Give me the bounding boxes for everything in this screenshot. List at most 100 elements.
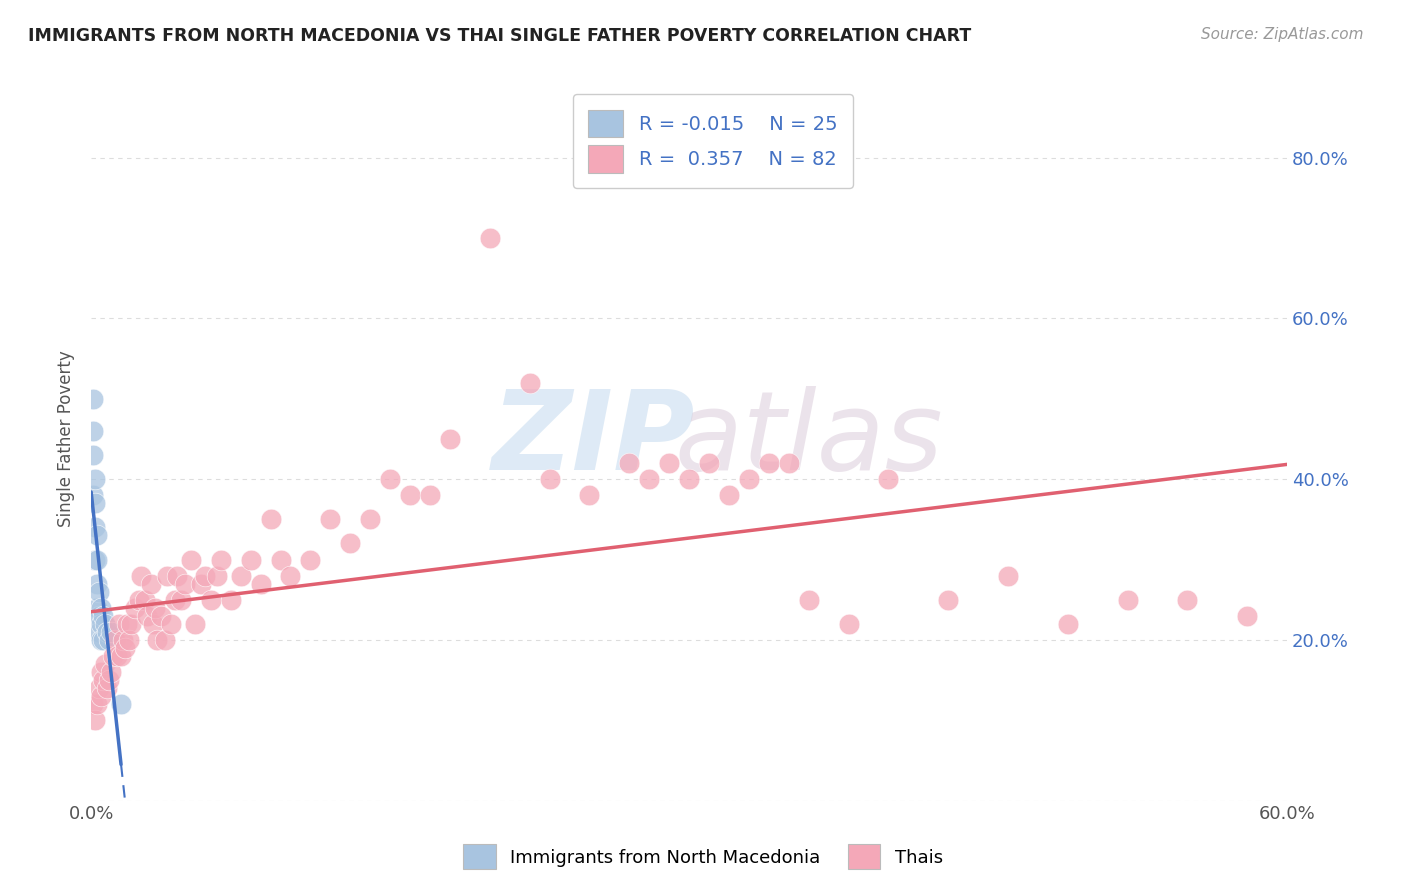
Point [91, 608, 114, 623]
Point [229, 568, 252, 582]
Text: atlas: atlas [675, 385, 943, 492]
Point [239, 552, 262, 566]
Point [194, 568, 217, 582]
Point [1236, 608, 1258, 623]
Point [778, 456, 800, 470]
Point [259, 512, 281, 526]
Point [280, 568, 302, 582]
Point [205, 568, 228, 582]
Point [110, 697, 132, 711]
Point [156, 568, 179, 582]
Point [163, 592, 186, 607]
Point [173, 576, 195, 591]
Point [86, 576, 108, 591]
Point [578, 488, 600, 502]
Point [91, 632, 114, 647]
Point [128, 592, 150, 607]
Legend: Immigrants from North Macedonia, Thais: Immigrants from North Macedonia, Thais [454, 835, 952, 879]
Point [86, 552, 108, 566]
Point [519, 376, 541, 390]
Point [399, 488, 422, 502]
Point [86, 528, 108, 542]
Point [166, 568, 188, 582]
Point [170, 592, 193, 607]
Point [678, 472, 700, 486]
Point [1177, 592, 1199, 607]
Point [104, 632, 127, 647]
Point [219, 592, 242, 607]
Point [90, 616, 112, 631]
Point [1056, 616, 1078, 631]
Point [209, 552, 232, 566]
Point [359, 512, 381, 526]
Point [124, 600, 146, 615]
Point [101, 648, 124, 663]
Point [997, 568, 1019, 582]
Point [94, 657, 117, 671]
Point [90, 665, 112, 679]
Point [82, 424, 104, 438]
Point [136, 608, 159, 623]
Point [378, 472, 401, 486]
Point [89, 681, 111, 695]
Point [697, 456, 720, 470]
Text: ZIP: ZIP [492, 385, 695, 492]
Point [797, 592, 820, 607]
Point [877, 472, 900, 486]
Point [619, 456, 641, 470]
Point [319, 512, 342, 526]
Point [89, 624, 111, 639]
Point [249, 576, 271, 591]
Point [96, 624, 118, 639]
Point [114, 640, 136, 655]
Point [139, 576, 162, 591]
Point [84, 713, 107, 727]
Point [717, 488, 740, 502]
Point [105, 648, 128, 663]
Point [180, 552, 202, 566]
Point [82, 448, 104, 462]
Point [84, 496, 107, 510]
Point [86, 697, 108, 711]
Legend: R = -0.015    N = 25, R =  0.357    N = 82: R = -0.015 N = 25, R = 0.357 N = 82 [572, 95, 853, 188]
Point [1116, 592, 1139, 607]
Point [98, 632, 121, 647]
Point [838, 616, 860, 631]
Point [82, 392, 104, 406]
Point [439, 432, 461, 446]
Point [89, 608, 111, 623]
Point [478, 231, 501, 245]
Point [86, 600, 108, 615]
Point [89, 584, 111, 599]
Point [84, 472, 107, 486]
Point [84, 552, 107, 566]
Point [94, 616, 117, 631]
Point [299, 552, 322, 566]
Text: IMMIGRANTS FROM NORTH MACEDONIA VS THAI SINGLE FATHER POVERTY CORRELATION CHART: IMMIGRANTS FROM NORTH MACEDONIA VS THAI … [28, 27, 972, 45]
Point [115, 616, 138, 631]
Point [190, 576, 212, 591]
Point [90, 689, 112, 703]
Point [339, 536, 361, 550]
Text: Source: ZipAtlas.com: Source: ZipAtlas.com [1201, 27, 1364, 42]
Y-axis label: Single Father Poverty: Single Father Poverty [58, 351, 75, 527]
Point [638, 472, 661, 486]
Point [100, 665, 122, 679]
Point [134, 592, 156, 607]
Point [200, 592, 222, 607]
Point [90, 600, 112, 615]
Point [153, 632, 176, 647]
Point [146, 632, 169, 647]
Point [184, 616, 207, 631]
Point [100, 624, 122, 639]
Point [142, 616, 165, 631]
Point [82, 488, 104, 502]
Point [84, 520, 107, 534]
Point [96, 681, 118, 695]
Point [658, 456, 681, 470]
Point [160, 616, 183, 631]
Point [143, 600, 166, 615]
Point [112, 632, 135, 647]
Point [110, 648, 132, 663]
Point [270, 552, 292, 566]
